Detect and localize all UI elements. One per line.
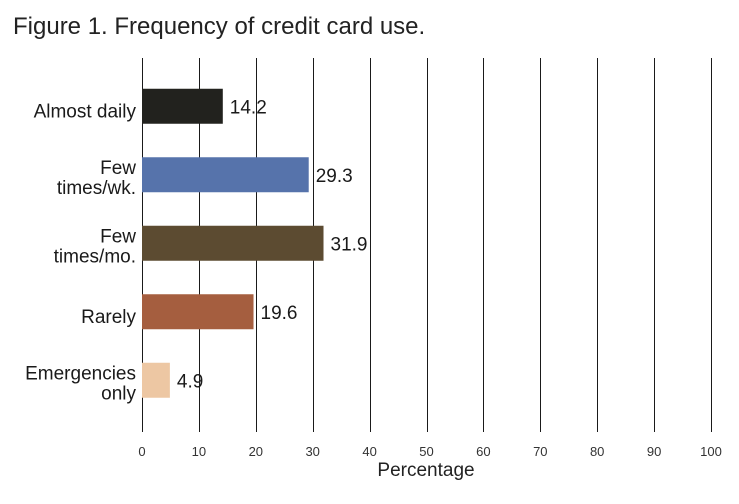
value-label: 29.3 (316, 166, 353, 187)
bar (142, 157, 309, 193)
bar (142, 294, 254, 330)
x-tick-label: 80 (590, 444, 604, 459)
category-label: Almost daily (34, 101, 137, 122)
category-label: Rarely (81, 307, 136, 328)
category-label: Few (100, 158, 136, 179)
value-label: 19.6 (261, 303, 298, 324)
value-label: 31.9 (331, 234, 368, 255)
value-labels: 14.2 29.3 31.9 19.6 4.9 (177, 97, 368, 392)
chart-title: Figure 1. Frequency of credit card use. (13, 13, 425, 40)
category-label: only (101, 383, 136, 404)
value-label: 14.2 (230, 97, 267, 118)
x-tick-label: 40 (362, 444, 376, 459)
x-tick-label: 30 (305, 444, 319, 459)
category-label: times/wk. (57, 178, 136, 199)
x-tick-label: 100 (700, 444, 722, 459)
category-label: times/mo. (54, 246, 136, 267)
x-tick-label: 50 (419, 444, 433, 459)
x-tick-label: 90 (647, 444, 661, 459)
bar (142, 225, 324, 261)
category-labels: Almost dailyFewtimes/wk.Fewtimes/mo.Rare… (25, 101, 136, 404)
x-tick-label: 70 (533, 444, 547, 459)
x-tick-label: 0 (138, 444, 145, 459)
bar (142, 362, 170, 398)
x-tick-label: 10 (192, 444, 206, 459)
x-axis-label: Percentage (377, 460, 474, 481)
x-tick-labels: 0 10 20 30 40 50 60 70 80 90 100 (138, 444, 721, 459)
bars (142, 88, 324, 398)
category-label: Emergencies (25, 363, 136, 384)
x-tick-label: 20 (249, 444, 263, 459)
value-label: 4.9 (177, 371, 203, 392)
bar (142, 88, 223, 124)
x-tick-label: 60 (476, 444, 490, 459)
category-label: Few (100, 226, 136, 247)
